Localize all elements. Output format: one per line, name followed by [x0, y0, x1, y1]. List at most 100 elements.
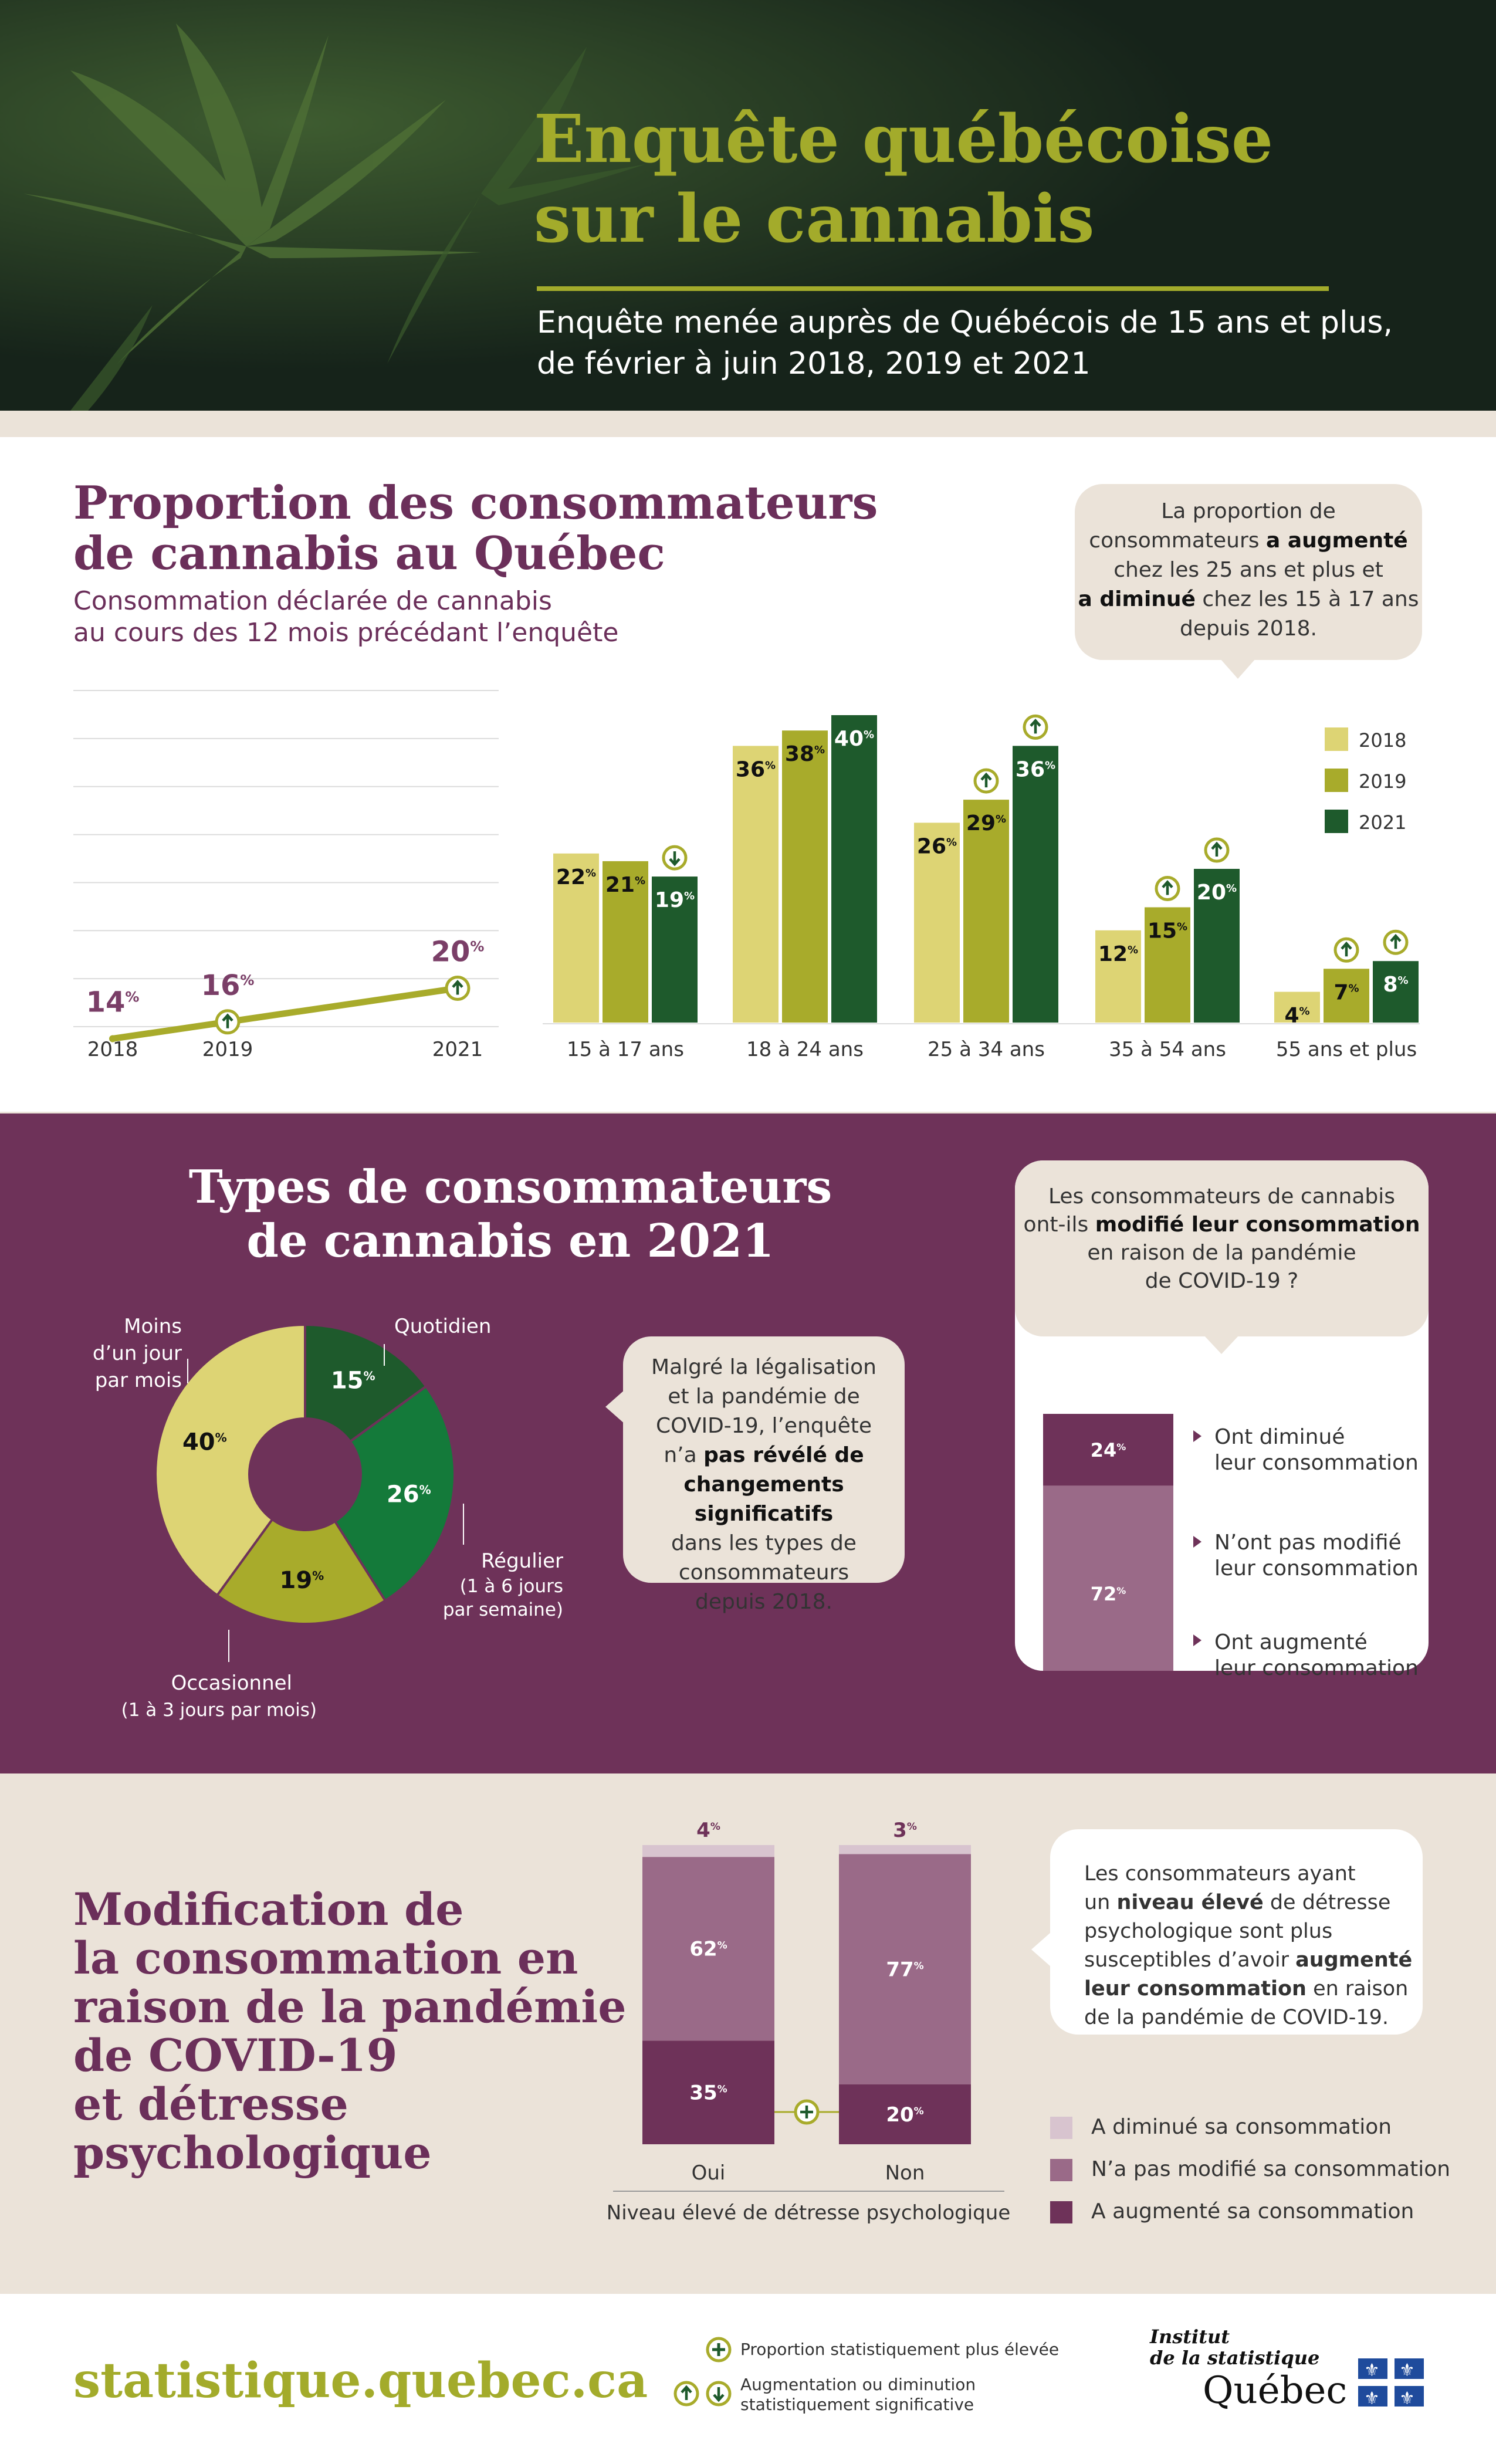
legend-line: Ont diminué	[1214, 1425, 1345, 1449]
line-x-tick: 2018	[87, 1038, 138, 1061]
section3-title-line: psychologique	[73, 2127, 432, 2179]
legend-swatch-augmente	[1050, 2201, 1072, 2223]
legend-swatch	[1325, 810, 1348, 833]
section3-title: Modification de la consommation en raiso…	[73, 1885, 660, 2177]
stack-segment	[642, 2040, 774, 2144]
callout-bold: changements	[683, 1473, 844, 1497]
arrow-down-circle-icon	[706, 2381, 732, 2407]
bar	[1145, 907, 1190, 1023]
legend-label: 2018	[1359, 729, 1406, 752]
callout-text: en raison	[1306, 1977, 1409, 2001]
label-moins-line: par mois	[94, 1369, 182, 1392]
callout-bold: niveau élevé	[1116, 1891, 1264, 1914]
callout-line: susceptibles d’avoir augmenté	[1084, 1946, 1423, 1975]
sig-up-icon-glyph	[980, 772, 992, 788]
bar	[963, 800, 1009, 1023]
stack-value-label: 3%	[893, 1819, 917, 1842]
covid-question-card: Les consommateurs de cannabis ont-ils mo…	[1015, 1160, 1429, 1680]
bar	[603, 861, 648, 1023]
page-title-line1: Enquête québécoise	[534, 101, 1274, 178]
callout-bold: pas révélé de	[703, 1443, 864, 1467]
bar-value-label: 38%	[785, 742, 825, 766]
footer-url[interactable]: statistique.quebec.ca	[73, 2353, 648, 2409]
legend-nont-pas-modifie: N’ont pas modifié leur consommation	[1214, 1530, 1419, 1582]
section2-title-line1: Types de consommateurs	[188, 1160, 832, 1214]
section-detresse: Modification de la consommation en raiso…	[0, 1773, 1496, 2294]
legend-line: Ont augmenté	[1214, 1630, 1368, 1654]
section3-title-line: de COVID-19	[73, 2029, 398, 2081]
question-text: ont-ils	[1023, 1213, 1095, 1237]
sig-down-icon	[662, 845, 688, 871]
callout-bold: significatifs	[694, 1502, 834, 1526]
bar	[782, 730, 828, 1023]
sig-up-icon-glyph	[222, 1013, 233, 1028]
bar-category-label: 25 à 34 ans	[928, 1038, 1045, 1061]
label-moins-un-jour: Moins d’un jour par mois	[65, 1313, 182, 1394]
callout-line: leur consommation en raison	[1084, 1975, 1423, 2003]
callout-text: un	[1084, 1891, 1117, 1914]
line-x-tick: 2021	[432, 1038, 483, 1061]
legend-line: N’ont pas modifié	[1214, 1531, 1402, 1555]
sig-up-icon-glyph	[1162, 880, 1173, 895]
bar	[1013, 746, 1058, 1023]
sig-up-icon	[1023, 714, 1048, 740]
section2-callout: Malgré la légalisation et la pandémie de…	[623, 1336, 905, 1614]
label-occasionnel-line: Occasionnel	[171, 1671, 292, 1695]
isq-logo-text: Institut de la statistique	[1150, 2326, 1319, 2368]
x-axis-label: Niveau élevé de détresse psychologique	[607, 2201, 1010, 2225]
page-subtitle-line2: de février à juin 2018, 2019 et 2021	[537, 346, 1091, 381]
callout-tail	[1220, 659, 1255, 679]
line-value-label: 14%	[86, 986, 140, 1018]
plus-circle-icon	[706, 2337, 732, 2363]
label-occasionnel: Occasionnel (1 à 3 jours par mois)	[70, 1670, 317, 1724]
callout-text: susceptibles d’avoir	[1084, 1948, 1296, 1972]
line-point	[109, 1035, 116, 1043]
consumption-trend-line	[109, 985, 461, 1042]
footnote-arrows: Augmentation ou diminution statistiqueme…	[740, 2375, 976, 2415]
line-x-tick: 2019	[202, 1038, 253, 1061]
legend-ont-diminue: Ont diminué leur consommation	[1214, 1424, 1419, 1476]
callout-line: n’a pas révélé de	[623, 1441, 905, 1470]
svg-text:⚜: ⚜	[1364, 2388, 1380, 2407]
legend-augmente: A augmenté sa consommation	[1091, 2199, 1414, 2223]
question-line: ont-ils modifié leur consommation	[1015, 1211, 1429, 1239]
label-regulier-line: Régulier	[481, 1549, 563, 1573]
line-value-label: 16%	[201, 969, 255, 1002]
legend-diminue: A diminué sa consommation	[1091, 2115, 1392, 2139]
bar	[914, 823, 960, 1023]
callout-line: significatifs	[623, 1500, 905, 1529]
question-line: en raison de la pandémie	[1087, 1241, 1356, 1265]
section1-subtitle-line2: au cours des 12 mois précédant l’enquête	[73, 618, 619, 648]
footnote-line: Augmentation ou diminution	[740, 2375, 976, 2394]
sig-up-icon	[1204, 837, 1230, 863]
callout-tail	[1031, 1932, 1051, 1967]
donut-slice	[215, 1518, 387, 1625]
bar-category-label: 18 à 24 ans	[746, 1038, 864, 1061]
callout-text: consommateurs	[1089, 529, 1266, 553]
plus-circle-icon	[794, 2099, 820, 2125]
section1-callout: La proportion de consommateurs a augment…	[1075, 484, 1422, 660]
covid-question: Les consommateurs de cannabis ont-ils mo…	[1015, 1160, 1429, 1336]
page-subtitle-line1: Enquête menée auprès de Québécois de 15 …	[537, 305, 1393, 340]
bar	[1095, 930, 1141, 1023]
callout-bold: a augmenté	[1266, 529, 1408, 553]
legend-swatch-diminue	[1050, 2117, 1072, 2139]
donut-slice	[304, 1323, 428, 1443]
callout-text: n’a	[664, 1443, 704, 1467]
legend-arrow-icon	[1193, 1536, 1201, 1548]
page-title-line2: sur le cannabis	[534, 181, 1095, 258]
bar	[733, 746, 779, 1023]
stack-segment	[642, 1845, 774, 1857]
svg-text:⚜: ⚜	[1364, 2360, 1380, 2381]
stack-value-label: 20%	[886, 2103, 923, 2127]
bar-value-label: 8%	[1383, 973, 1408, 997]
sig-up-icon-glyph	[1341, 941, 1352, 957]
svg-text:⚜: ⚜	[1399, 2360, 1415, 2381]
legend-pas-modifie: N’a pas modifié sa consommation	[1091, 2157, 1451, 2181]
section-proportion: Proportion des consommateurs de cannabis…	[0, 437, 1496, 1112]
section3-title-line: et détresse	[73, 2078, 348, 2130]
callout-line: Les consommateurs ayant	[1084, 1862, 1356, 1886]
bar-value-label: 29%	[966, 811, 1006, 835]
stack-segment	[839, 1845, 971, 1854]
